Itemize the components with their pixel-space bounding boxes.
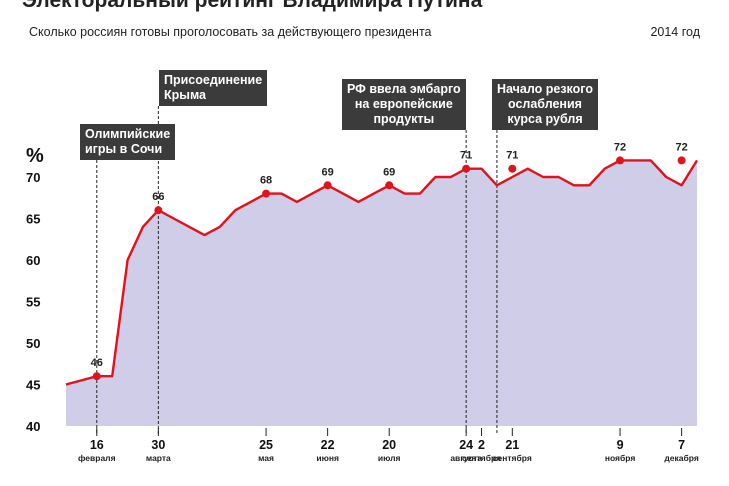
chart-subtitle: Сколько россиян готовы проголосовать за … (29, 25, 432, 39)
annotation-embargo: РФ ввела эмбарго на европейские продукты (342, 79, 466, 130)
y-tick-label: 45 (26, 378, 40, 393)
annotation-line: Крыма (164, 88, 206, 102)
annotation-line: Начало резкого (497, 82, 593, 96)
y-axis-label: % (26, 145, 44, 167)
annotation-ruble: Начало резкого ослабления курса рубля (492, 79, 598, 130)
y-tick-label: 70 (26, 170, 40, 185)
x-tick-month: ноября (605, 453, 636, 463)
labeled-point-dot (323, 181, 332, 190)
data-label: 72 (675, 141, 687, 153)
labeled-point-dot (92, 372, 101, 381)
x-tick-month: сентября (462, 453, 501, 463)
annotation-line: РФ ввела эмбарго (347, 82, 461, 96)
data-label: 69 (322, 166, 334, 178)
area-fill (66, 160, 697, 426)
annotation-line: Присоединение (164, 73, 263, 87)
y-tick-label: 55 (26, 295, 40, 310)
data-label: 71 (460, 150, 472, 162)
annotation-line: игры в Сочи (85, 142, 163, 156)
y-tick-label: 50 (26, 336, 40, 351)
labeled-point-dot (677, 156, 686, 165)
annotation-line: Олимпийские (85, 127, 171, 141)
labeled-point-dot (462, 164, 471, 173)
y-tick-label: 65 (26, 212, 40, 227)
x-tick-month: августа (450, 453, 482, 463)
labeled-point-dot (385, 181, 394, 190)
data-label: 66 (152, 191, 164, 203)
x-tick-day: 21 (505, 438, 519, 452)
labeled-point-dot (262, 189, 271, 198)
x-tick-month: июня (316, 453, 339, 463)
x-tick-month: июля (378, 453, 401, 463)
x-tick-day: 2 (478, 438, 485, 452)
x-tick-month: мая (258, 453, 274, 463)
y-tick-label: 40 (26, 419, 40, 434)
annotation-line: курса рубля (507, 112, 583, 126)
data-label: 72 (614, 141, 626, 153)
data-label: 68 (260, 175, 272, 187)
x-tick-day: 25 (259, 438, 273, 452)
x-tick-day: 9 (617, 438, 624, 452)
x-tick-day: 16 (90, 438, 104, 452)
series-line (65, 159, 699, 386)
labeled-point-dot (154, 206, 163, 215)
annotation-olympics: Олимпийские игры в Сочи (80, 124, 176, 160)
annotation-crimea: Присоединение Крыма (159, 70, 268, 106)
x-tick-month: декабря (664, 453, 698, 463)
data-label: 71 (506, 150, 518, 162)
y-tick-label: 60 (26, 253, 40, 268)
annotation-line: ослабления (507, 97, 582, 111)
chart-year: 2014 год (650, 25, 700, 39)
labeled-point-dot (508, 164, 517, 173)
x-tick-day: 7 (678, 438, 685, 452)
x-tick-day: 24 (459, 438, 473, 452)
labeled-point-dot (616, 156, 625, 165)
x-tick-day: 20 (382, 438, 396, 452)
x-tick-month: марта (146, 453, 171, 463)
x-tick-month: сентября (493, 453, 532, 463)
data-label: 69 (383, 166, 395, 178)
x-tick-day: 30 (151, 438, 165, 452)
annotation-line: на европейские (354, 97, 453, 111)
x-tick-month: февраля (78, 453, 116, 463)
annotation-line: продукты (373, 112, 435, 126)
data-label: 46 (91, 357, 103, 369)
x-tick-day: 22 (321, 438, 335, 452)
chart-title: Электоральный рейтинг Владимира Путина (22, 0, 483, 12)
